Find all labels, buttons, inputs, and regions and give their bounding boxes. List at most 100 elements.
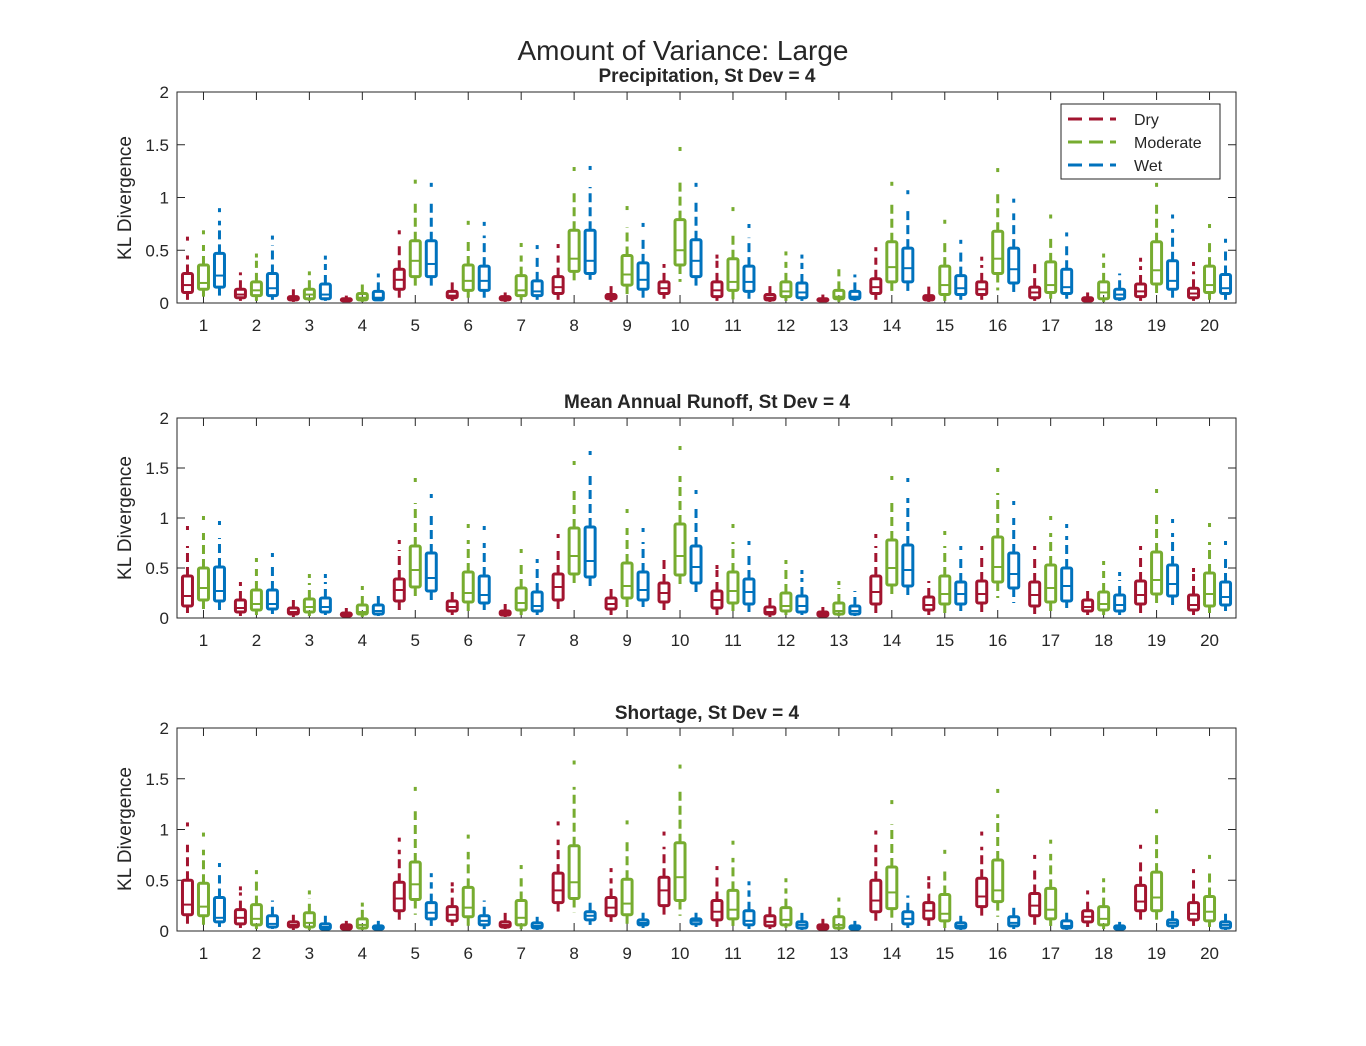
box-wet-13 (848, 591, 862, 616)
x-tick-label: 6 (463, 631, 472, 650)
box-iqr (233, 908, 247, 926)
box-iqr (779, 280, 793, 299)
box-iqr (636, 570, 650, 602)
box-iqr (249, 903, 263, 927)
box-iqr (233, 287, 247, 300)
x-tick-label: 17 (1041, 944, 1060, 963)
box-iqr (848, 289, 862, 301)
x-tick-label: 3 (305, 316, 314, 335)
x-tick-label: 13 (829, 944, 848, 963)
box-iqr (832, 915, 846, 930)
box-iqr (1150, 550, 1164, 596)
x-tick-label: 12 (776, 944, 795, 963)
box-iqr (763, 914, 777, 928)
box-dry-17 (1028, 854, 1042, 925)
box-dry-14 (869, 247, 883, 300)
box-iqr (180, 271, 194, 294)
box-wet-5 (424, 494, 438, 600)
box-dry-8 (551, 821, 565, 916)
box-iqr (636, 261, 650, 291)
box-iqr (392, 880, 406, 913)
box-dry-18 (1081, 587, 1095, 615)
box-wet-8 (583, 451, 597, 590)
box-moderate-20 (1203, 523, 1217, 613)
box-iqr (1060, 919, 1074, 930)
box-iqr (975, 876, 989, 909)
box-iqr (408, 860, 422, 902)
y-axis-label: KL Divergence (115, 767, 136, 891)
box-dry-15 (922, 581, 936, 615)
box-iqr (885, 240, 899, 284)
y-tick-label: 1 (160, 509, 169, 528)
box-iqr (461, 885, 475, 919)
x-tick-label: 19 (1147, 316, 1166, 335)
box-iqr (673, 841, 687, 903)
box-moderate-13 (832, 581, 846, 616)
box-moderate-7 (514, 549, 528, 615)
box-iqr (180, 574, 194, 608)
box-iqr (1113, 593, 1127, 613)
box-iqr (530, 279, 544, 298)
box-moderate-4 (355, 279, 369, 302)
box-wet-8 (583, 900, 597, 925)
box-iqr (726, 888, 740, 921)
box-iqr (620, 877, 634, 917)
box-dry-20 (1187, 568, 1201, 615)
x-tick-label: 3 (305, 944, 314, 963)
box-dry-2 (233, 886, 247, 928)
box-wet-14 (901, 478, 915, 595)
box-wet-11 (742, 881, 756, 929)
box-iqr (795, 594, 809, 614)
y-tick-label: 0.5 (145, 559, 169, 578)
box-iqr (1134, 282, 1148, 299)
x-tick-label: 5 (411, 316, 420, 335)
y-axis-label: KL Divergence (115, 136, 136, 260)
x-tick-label: 16 (988, 316, 1007, 335)
box-iqr (1060, 267, 1074, 296)
box-iqr (318, 282, 332, 301)
box-dry-6 (445, 281, 459, 301)
box-iqr (1097, 905, 1111, 927)
x-tick-label: 16 (988, 631, 1007, 650)
box-dry-6 (445, 588, 459, 615)
box-iqr (1150, 870, 1164, 913)
box-moderate-7 (514, 865, 528, 929)
box-iqr (975, 280, 989, 297)
box-wet-16 (1007, 903, 1021, 929)
box-moderate-18 (1097, 253, 1111, 302)
box-moderate-11 (726, 840, 740, 926)
box-moderate-19 (1150, 182, 1164, 295)
box-iqr (212, 251, 226, 289)
box-iqr (991, 229, 1005, 275)
box-wet-7 (530, 916, 544, 930)
box-dry-12 (763, 286, 777, 302)
box-iqr (779, 591, 793, 613)
box-iqr (975, 579, 989, 605)
box-dry-3 (286, 289, 300, 302)
box-wet-10 (689, 912, 703, 927)
box-wet-17 (1060, 524, 1074, 608)
plot-area: 00.511.521 2 3 4 5 6 7 8 9 10 11 12 13 14 15 16 17 18 19 20 (145, 409, 1237, 650)
box-iqr (763, 605, 777, 616)
x-tick-label: 20 (1200, 316, 1219, 335)
x-tick-label: 11 (724, 631, 742, 650)
y-tick-label: 1.5 (145, 770, 169, 789)
box-iqr (445, 905, 459, 923)
box-wet-12 (795, 910, 809, 930)
box-dry-16 (975, 256, 989, 300)
box-iqr (922, 595, 936, 612)
box-moderate-19 (1150, 489, 1164, 606)
box-iqr (1007, 915, 1021, 928)
box-iqr (461, 570, 475, 604)
box-iqr (355, 292, 369, 302)
box-moderate-2 (249, 558, 263, 615)
x-tick-label: 15 (935, 316, 954, 335)
box-dry-15 (922, 876, 936, 926)
box-wet-1 (212, 521, 226, 610)
box-iqr (461, 263, 475, 292)
box-iqr (1097, 280, 1111, 301)
plot-area: 00.511.521 2 3 4 5 6 7 8 9 10 11 12 13 14 15 16 17 18 19 20 (145, 83, 1237, 335)
panel-title: Precipitation, St Dev = 4 (599, 66, 816, 87)
box-moderate-10 (673, 446, 687, 588)
box-dry-20 (1187, 261, 1201, 301)
